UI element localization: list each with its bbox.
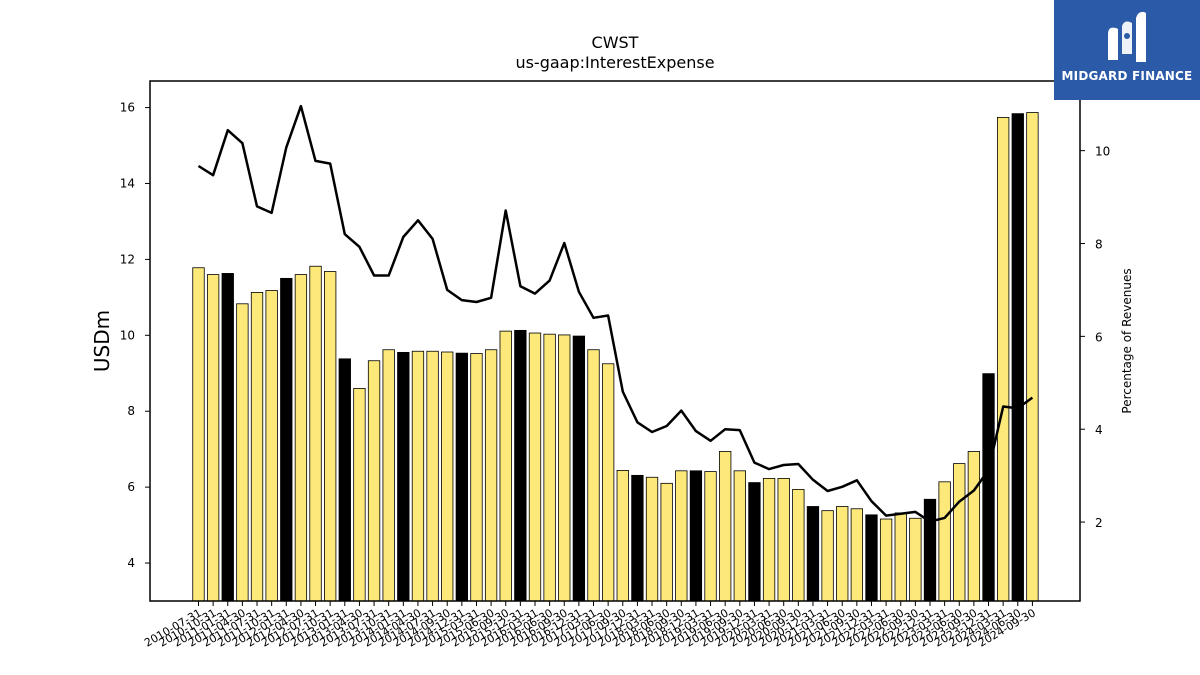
y2-axis: 2 4 6 8 10 — [1080, 145, 1110, 530]
bar — [616, 470, 629, 602]
bar — [675, 470, 688, 602]
bar — [280, 277, 293, 602]
y-tick-label: 14 — [120, 176, 135, 190]
bar — [353, 388, 366, 602]
bar — [631, 474, 644, 602]
bar — [689, 470, 703, 602]
bar — [1026, 112, 1039, 602]
bar — [704, 471, 717, 602]
bar — [236, 303, 249, 602]
bar — [601, 363, 615, 602]
bar — [514, 329, 527, 602]
y-tick-label: 8 — [127, 404, 135, 418]
y2-tick-label: 4 — [1095, 423, 1103, 437]
bar — [953, 463, 966, 602]
y-tick-label: 4 — [127, 556, 135, 570]
chart-subtitle: us-gaap:InterestExpense — [515, 53, 714, 72]
bar — [645, 476, 659, 602]
bar — [894, 512, 907, 602]
logo: MIDGARD FINANCE — [1054, 0, 1200, 100]
bar — [484, 349, 498, 602]
bar — [909, 517, 922, 602]
percentage-line — [197, 104, 1034, 523]
bar — [967, 451, 981, 602]
bar — [397, 351, 410, 602]
bar — [558, 334, 571, 602]
bar — [382, 349, 395, 602]
bar — [338, 358, 351, 602]
y2-tick-label: 10 — [1095, 145, 1110, 159]
bar — [206, 274, 220, 602]
bar — [836, 506, 849, 602]
bar — [265, 290, 278, 602]
bar — [455, 352, 468, 602]
bar — [309, 265, 322, 602]
bar — [777, 478, 790, 602]
bar — [192, 267, 205, 602]
y-tick-label: 16 — [120, 101, 135, 115]
y2-tick-label: 2 — [1095, 516, 1103, 530]
bar — [324, 271, 337, 602]
bar — [221, 273, 234, 602]
bar — [762, 478, 776, 602]
bar-series — [192, 112, 1039, 602]
bar — [938, 481, 951, 602]
bar — [850, 508, 863, 602]
bar — [441, 351, 454, 602]
y2-tick-label: 6 — [1095, 330, 1103, 344]
midgard-logo-mark-icon — [1108, 11, 1146, 62]
bar — [499, 330, 512, 602]
bar — [865, 514, 878, 602]
bar — [367, 360, 381, 602]
bar — [806, 506, 820, 602]
bar — [411, 350, 425, 602]
y-tick-label: 6 — [127, 480, 135, 494]
logo-text: MIDGARD FINANCE — [1061, 69, 1193, 83]
bar — [733, 470, 746, 602]
bar — [1011, 113, 1024, 602]
plot-frame — [149, 80, 1081, 602]
chart-title: CWST — [592, 33, 639, 52]
bar — [982, 373, 995, 602]
bar — [821, 510, 834, 602]
bar — [997, 117, 1010, 602]
y-tick-label: 12 — [120, 252, 135, 266]
bar — [572, 335, 586, 602]
bar — [879, 518, 893, 602]
y-axis-label: USDm — [90, 310, 114, 372]
y2-axis-label: Percentage of Revenues — [1120, 268, 1134, 413]
bar — [587, 349, 600, 602]
y-tick-label: 10 — [120, 328, 135, 342]
y2-tick-label: 8 — [1095, 238, 1103, 252]
bar — [792, 489, 805, 602]
bar — [543, 333, 556, 602]
bar — [719, 451, 732, 602]
x-axis: 2010-07-312010-10-312011-01-312011-04-30… — [142, 601, 1038, 650]
line-series — [197, 104, 1034, 523]
bar — [470, 353, 483, 602]
y-axis: 4 6 8 10 12 14 16 — [120, 101, 150, 570]
bar — [748, 482, 761, 602]
bar — [528, 332, 542, 602]
bar — [250, 292, 264, 602]
bar — [923, 498, 937, 602]
bar — [426, 350, 439, 602]
bar — [660, 482, 673, 602]
bar — [294, 274, 308, 602]
